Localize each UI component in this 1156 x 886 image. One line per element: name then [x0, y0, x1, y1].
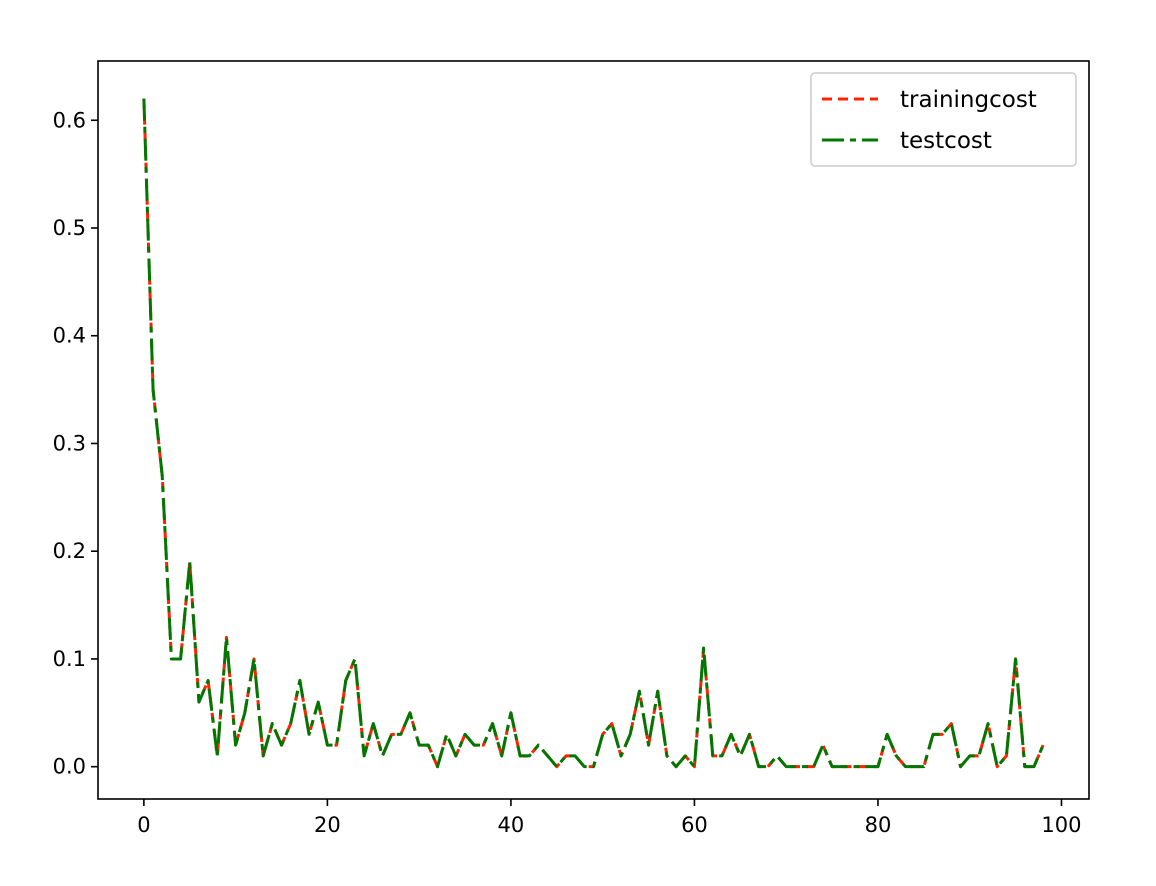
y-tick-label: 0.6 — [53, 108, 86, 132]
y-axis: 0.0 0.1 0.2 0.3 0.4 0.5 0.6 — [53, 108, 98, 779]
x-tick-label: 40 — [498, 813, 525, 837]
x-tick-label: 0 — [137, 813, 150, 837]
y-tick-label: 0.4 — [53, 324, 86, 348]
legend-box — [810, 72, 1077, 167]
y-tick-label: 0.3 — [53, 431, 86, 455]
series-layer — [142, 98, 1045, 769]
legend: trainingcost testcost — [810, 72, 1077, 167]
x-tick-label: 60 — [681, 813, 708, 837]
y-tick-label: 0.2 — [53, 539, 86, 563]
y-tick-label: 0.5 — [53, 216, 86, 240]
y-tick-label: 0.0 — [53, 755, 86, 779]
plot-area — [97, 60, 1090, 800]
legend-label-trainingcost: trainingcost — [900, 87, 1037, 113]
x-tick-label: 80 — [865, 813, 892, 837]
x-axis: 0 20 40 60 80 100 — [137, 799, 1082, 837]
axes-frame — [97, 60, 1090, 800]
y-tick-label: 0.1 — [53, 647, 86, 671]
axes-background — [98, 61, 1089, 799]
x-tick-label: 20 — [314, 813, 341, 837]
x-tick-label: 100 — [1041, 813, 1081, 837]
legend-label-testcost: testcost — [900, 128, 992, 154]
series-line-testcost — [142, 98, 1045, 769]
